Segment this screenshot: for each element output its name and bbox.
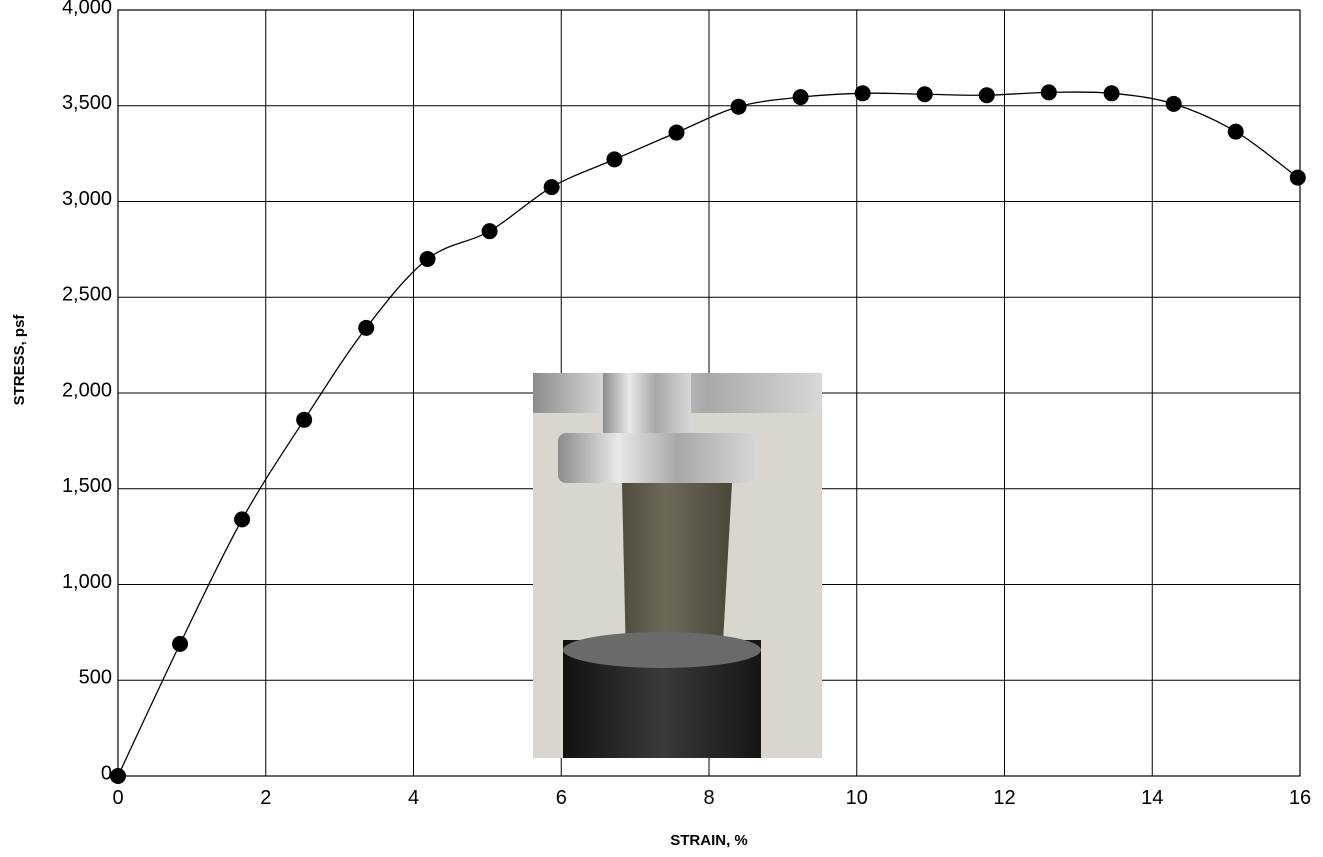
y-tick-label: 1,000: [62, 571, 112, 593]
trend-line: [117, 91, 1299, 777]
y-tick-label: 1,500: [62, 475, 112, 497]
y-tick-label: 3,000: [62, 188, 112, 210]
data-point: [1040, 84, 1057, 101]
data-point: [110, 768, 126, 784]
x-tick-label: 4: [408, 787, 419, 809]
data-point: [792, 89, 809, 106]
x-tick-label: 12: [993, 787, 1015, 809]
photo-pedestal-top: [563, 632, 761, 668]
y-tick-label: 4,000: [62, 0, 112, 18]
photo-cap: [558, 433, 758, 483]
x-tick-label: 16: [1289, 787, 1311, 809]
photo-piston: [603, 373, 691, 443]
plot-frame: [117, 9, 1301, 777]
photo: [533, 373, 822, 758]
data-point: [481, 223, 498, 240]
data-point: [543, 179, 560, 196]
data-point: [668, 124, 685, 141]
y-tick-label: 0: [101, 762, 112, 784]
x-tick-label: 2: [260, 787, 271, 809]
y-tick-label: 2,500: [62, 284, 112, 306]
data-point: [419, 250, 436, 267]
data-point: [730, 98, 747, 115]
y-axis-title: STRESS, psf: [11, 314, 28, 406]
data-point: [234, 511, 251, 528]
data-point: [916, 86, 933, 103]
data-point: [978, 87, 995, 104]
data-point: [1227, 123, 1244, 140]
x-tick-label: 6: [556, 787, 567, 809]
data-point: [358, 319, 375, 336]
data-point: [296, 411, 313, 428]
data-point: [606, 151, 623, 168]
data-point: [854, 85, 871, 102]
photo-specimen: [622, 483, 732, 660]
data-point: [1289, 169, 1306, 186]
x-tick-label: 0: [112, 787, 123, 809]
data-point: [1103, 85, 1120, 102]
y-tick-label: 500: [79, 667, 112, 689]
x-tick-label: 8: [703, 787, 714, 809]
data-point: [172, 635, 189, 652]
x-axis-title: STRAIN, %: [670, 832, 748, 849]
data-point: [1165, 95, 1182, 112]
x-tick-label: 14: [1141, 787, 1163, 809]
y-tick-label: 3,500: [62, 92, 112, 114]
y-tick-label: 2,000: [62, 379, 112, 401]
x-tick-label: 10: [846, 787, 868, 809]
